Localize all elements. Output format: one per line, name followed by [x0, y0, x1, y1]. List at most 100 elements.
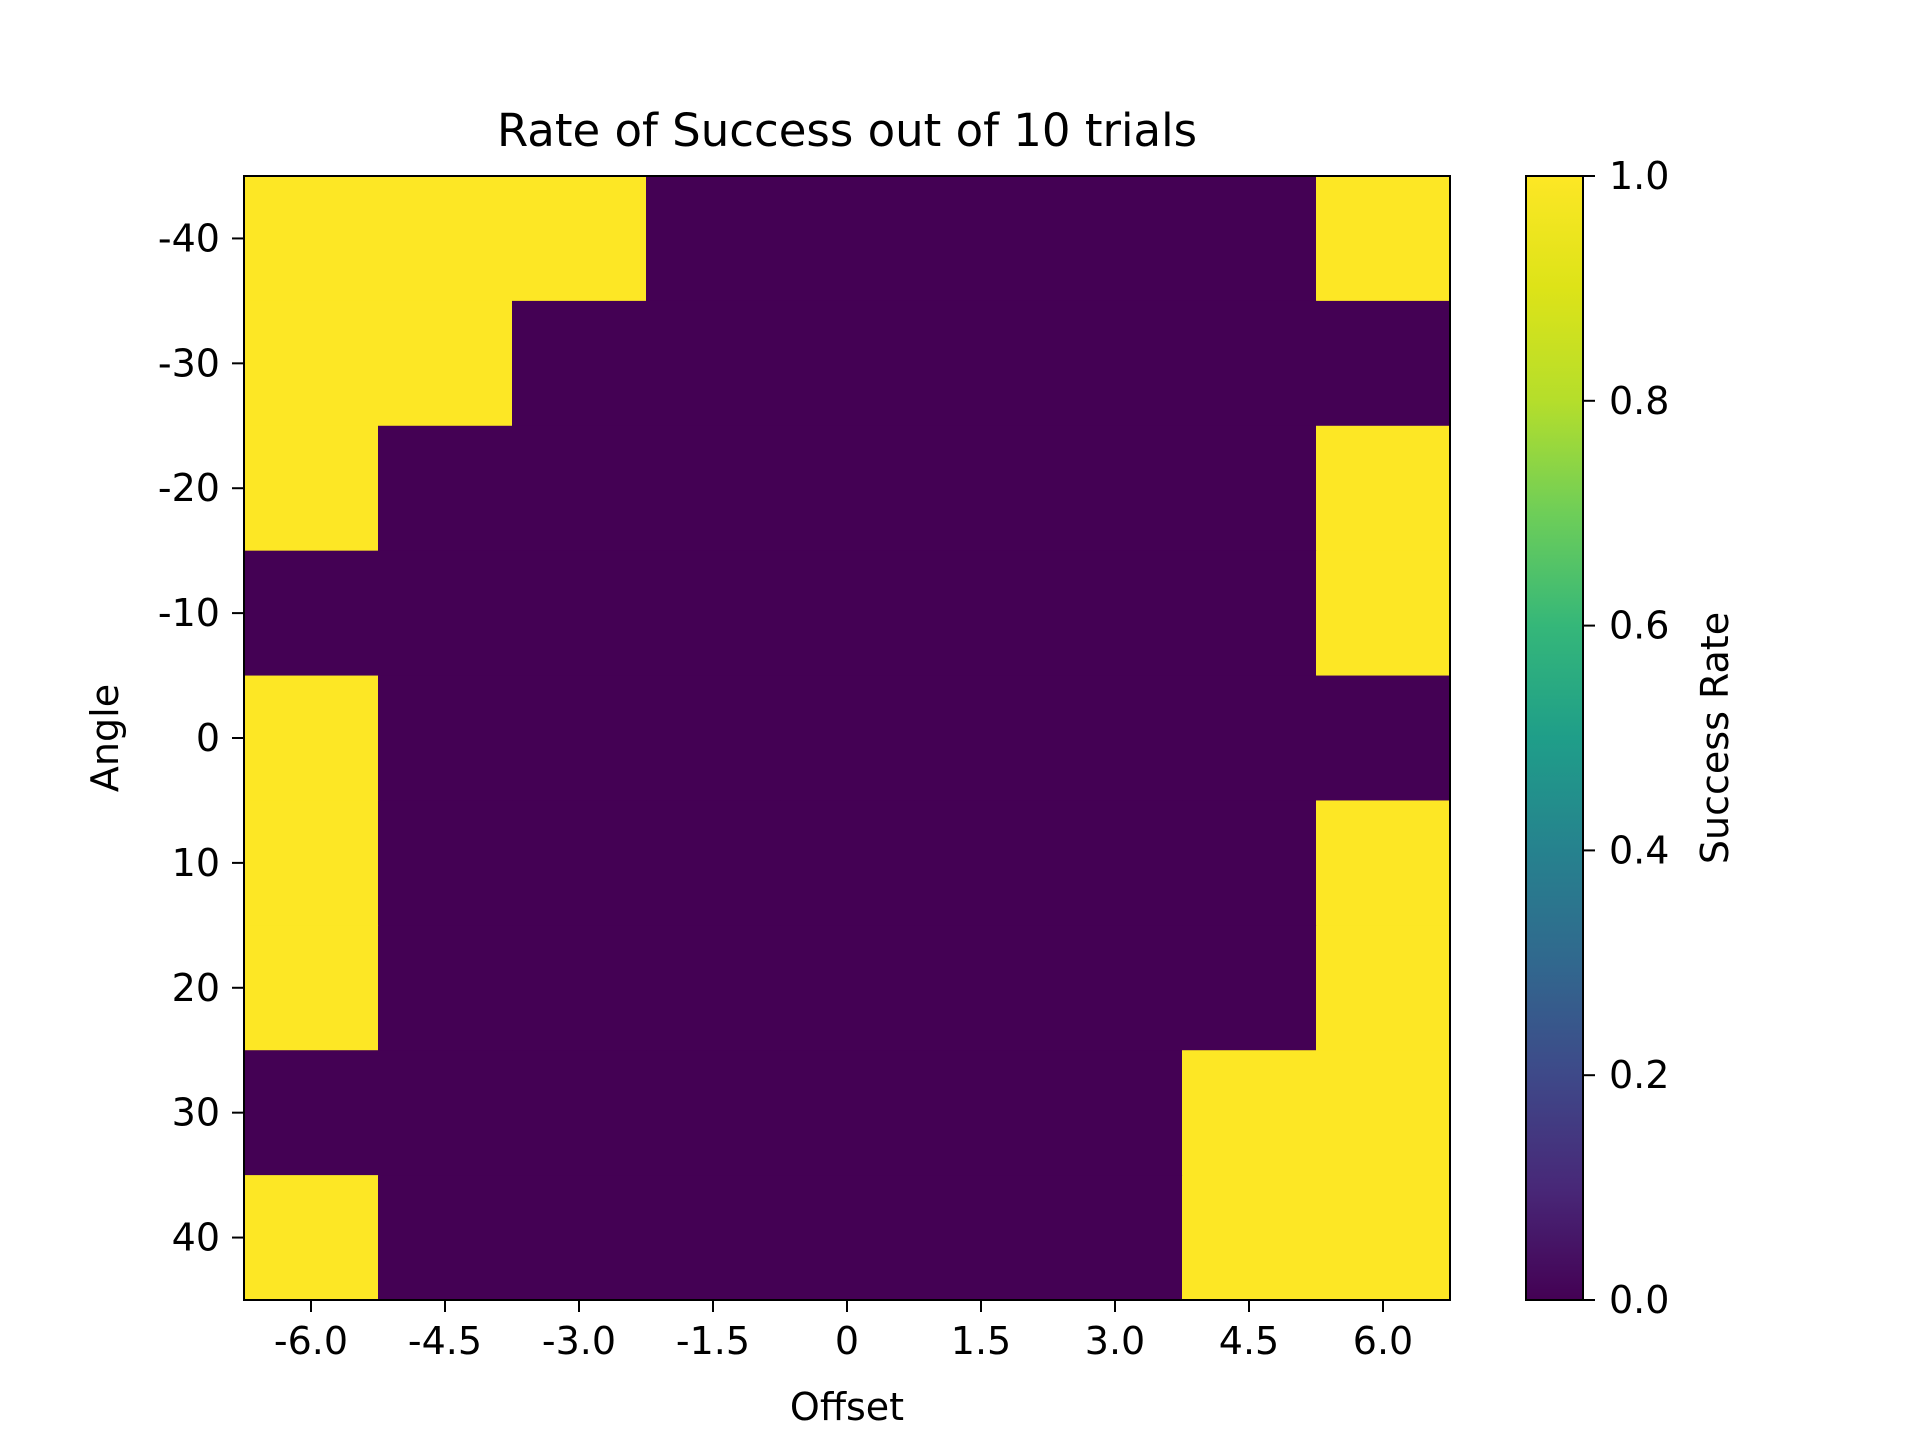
heatmap-cell [1182, 675, 1317, 802]
heatmap-cell [512, 925, 647, 1051]
heatmap-cell [1182, 176, 1317, 302]
heatmap-cell [1316, 425, 1451, 552]
y-axis-ticks: -40 -30 -20 -10 0 10 20 30 40 [158, 216, 244, 1260]
heatmap-cell [378, 925, 513, 1051]
heatmap-cell [1048, 425, 1183, 552]
heatmap-cell [914, 550, 1049, 677]
colorbar-tick-label: 1.0 [1609, 154, 1669, 198]
heatmap-cell [1048, 675, 1183, 802]
heatmap-cell [1048, 550, 1183, 677]
heatmap-cell [1182, 300, 1317, 427]
heatmap-cell [244, 800, 379, 926]
x-axis-ticks: -6.0 -4.5 -3.0 -1.5 0 1.5 3.0 4.5 6.0 [274, 1300, 1413, 1363]
heatmap-cell [914, 300, 1049, 427]
x-tick-label: -6.0 [274, 1319, 348, 1363]
heatmap-cell [244, 1175, 379, 1301]
heatmap-cell [914, 176, 1049, 302]
heatmap-cell [1316, 300, 1451, 427]
heatmap-cell [512, 800, 647, 926]
heatmap-cell [1316, 176, 1451, 302]
heatmap-cell [646, 300, 781, 427]
heatmap-cell [378, 800, 513, 926]
heatmap-cell [244, 1050, 379, 1176]
x-tick-label: -4.5 [408, 1319, 482, 1363]
heatmap-cell [244, 675, 379, 802]
heatmap-cell [780, 1050, 915, 1176]
chart-title: Rate of Success out of 10 trials [497, 104, 1197, 157]
heatmap-cell [1182, 925, 1317, 1051]
y-tick-label: -30 [158, 341, 220, 385]
heatmap-cell [1048, 1050, 1183, 1176]
heatmap-cell [780, 425, 915, 552]
heatmap-cell [1182, 425, 1317, 552]
heatmap-cells [244, 176, 1451, 1301]
colorbar-gradient [1525, 175, 1584, 1301]
heatmap-cell [378, 425, 513, 552]
heatmap-cell [914, 425, 1049, 552]
heatmap-cell [512, 300, 647, 427]
heatmap-cell [1182, 1175, 1317, 1301]
heatmap-cell [378, 675, 513, 802]
heatmap-cell [378, 1050, 513, 1176]
y-tick-label: 30 [172, 1091, 220, 1135]
heatmap-cell [1316, 1175, 1451, 1301]
heatmap-cell [914, 925, 1049, 1051]
x-tick-label: -3.0 [542, 1319, 616, 1363]
heatmap-cell [244, 300, 379, 427]
y-tick-label: -10 [158, 591, 220, 635]
y-tick-label: 0 [196, 716, 220, 760]
y-axis-label: Angle [83, 684, 127, 792]
heatmap-cell [646, 925, 781, 1051]
colorbar-tick-label: 0.8 [1609, 379, 1669, 423]
heatmap-cell [512, 1050, 647, 1176]
heatmap-cell [780, 1175, 915, 1301]
heatmap-cell [1182, 550, 1317, 677]
heatmap-cell [914, 675, 1049, 802]
heatmap-cell [646, 176, 781, 302]
heatmap-cell [512, 675, 647, 802]
heatmap-cell [780, 675, 915, 802]
colorbar-tick-label: 0.4 [1609, 828, 1669, 872]
heatmap-cell [1048, 176, 1183, 302]
heatmap-cell [646, 1175, 781, 1301]
heatmap-cell [1316, 1050, 1451, 1176]
heatmap-cell [1048, 300, 1183, 427]
heatmap-cell [1182, 1050, 1317, 1176]
x-tick-label: 0 [835, 1319, 859, 1363]
y-tick-label: 10 [172, 841, 220, 885]
heatmap-cell [512, 425, 647, 552]
y-tick-label: 40 [172, 1216, 220, 1260]
y-tick-label: 20 [172, 966, 220, 1010]
y-tick-label: -20 [158, 466, 220, 510]
colorbar-tick-label: 0.0 [1609, 1278, 1669, 1322]
x-tick-label: -1.5 [676, 1319, 750, 1363]
heatmap-cell [914, 800, 1049, 926]
x-tick-label: 6.0 [1353, 1319, 1413, 1363]
heatmap-cell [512, 176, 647, 302]
y-tick-label: -40 [158, 216, 220, 260]
heatmap-cell [1048, 800, 1183, 926]
heatmap-cell [780, 300, 915, 427]
heatmap-cell [244, 925, 379, 1051]
colorbar-tick-label: 0.2 [1609, 1053, 1669, 1097]
heatmap-cell [244, 176, 379, 302]
heatmap-cell [780, 176, 915, 302]
heatmap-cell [1316, 800, 1451, 926]
x-axis-label: Offset [790, 1385, 904, 1429]
heatmap-cell [512, 1175, 647, 1301]
heatmap-cell [378, 300, 513, 427]
colorbar-tick-label: 0.6 [1609, 604, 1669, 648]
colorbar-ticks: 0.0 0.2 0.4 0.6 0.8 1.0 [1583, 154, 1669, 1322]
heatmap-cell [646, 675, 781, 802]
heatmap-cell [646, 1050, 781, 1176]
heatmap-cell [244, 550, 379, 677]
heatmap-cell [646, 425, 781, 552]
heatmap-cell [378, 176, 513, 302]
x-tick-label: 1.5 [951, 1319, 1011, 1363]
heatmap-cell [646, 800, 781, 926]
heatmap-cell [780, 550, 915, 677]
heatmap-cell [914, 1050, 1049, 1176]
colorbar-label: Success Rate [1693, 612, 1737, 864]
heatmap-cell [1048, 1175, 1183, 1301]
